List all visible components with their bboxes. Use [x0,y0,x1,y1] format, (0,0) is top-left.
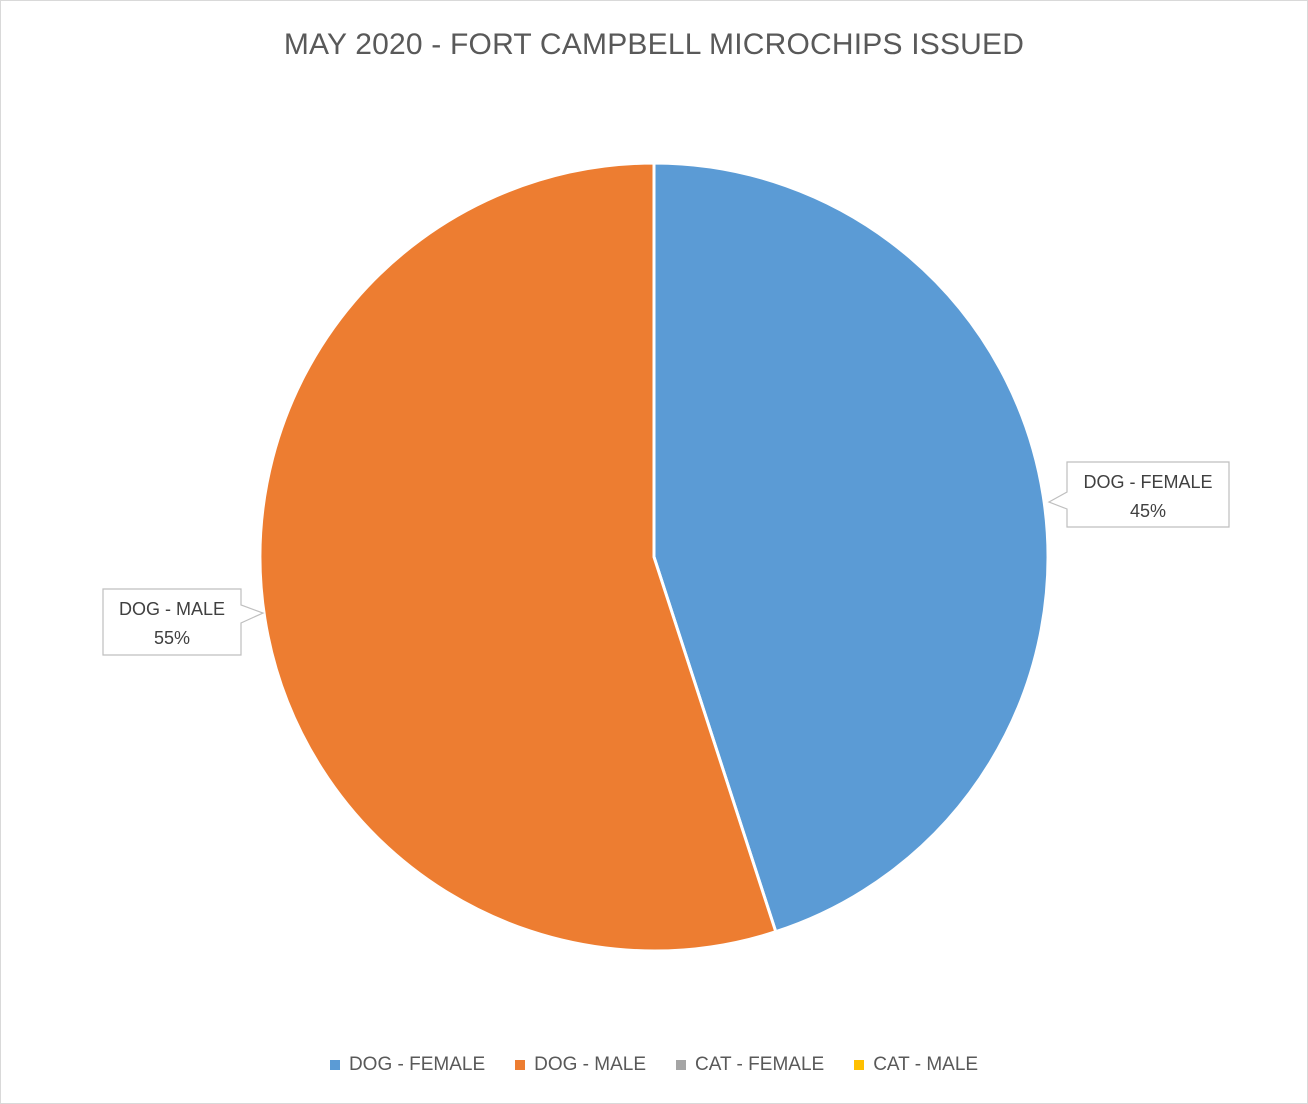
data-label-callout [1047,461,1230,528]
data-label-callout [102,588,265,656]
legend-label-dog-male: DOG - MALE [534,1054,647,1075]
legend-label-dog-female: DOG - FEMALE [348,1054,486,1075]
legend-label-cat-female: CAT - FEMALE [695,1054,825,1075]
data-label-dog-female: DOG - FEMALE 45% [1047,461,1230,528]
legend-swatch-dog-female [329,1060,340,1070]
pie-slice-dog-male [258,161,778,953]
data-label-dog-male: DOG - MALE 55% [102,588,265,656]
pie-slice-dog-female [652,161,1050,934]
legend-swatch-cat-male [854,1060,865,1070]
chart-title: MAY 2020 - FORT CAMPBELL MICROCHIPS ISSU… [283,28,1025,61]
data-label-category: DOG - MALE [119,599,225,619]
legend-item-dog-male: DOG - MALE [515,1054,646,1076]
legend-swatch-cat-female [676,1060,687,1070]
legend-swatch-dog-male [515,1060,526,1070]
data-label-percent: 55% [154,628,190,648]
data-label-percent: 45% [1130,501,1166,521]
legend-item-cat-female: CAT - FEMALE [676,1054,824,1076]
legend-label-cat-male: CAT - MALE [873,1054,979,1075]
legend: DOG - FEMALE DOG - MALE CAT - FEMALE CAT… [0,1054,1308,1076]
legend-item-cat-male: CAT - MALE [854,1054,978,1076]
data-label-category: DOG - FEMALE [1083,472,1212,492]
legend-item-dog-female: DOG - FEMALE [329,1054,486,1076]
